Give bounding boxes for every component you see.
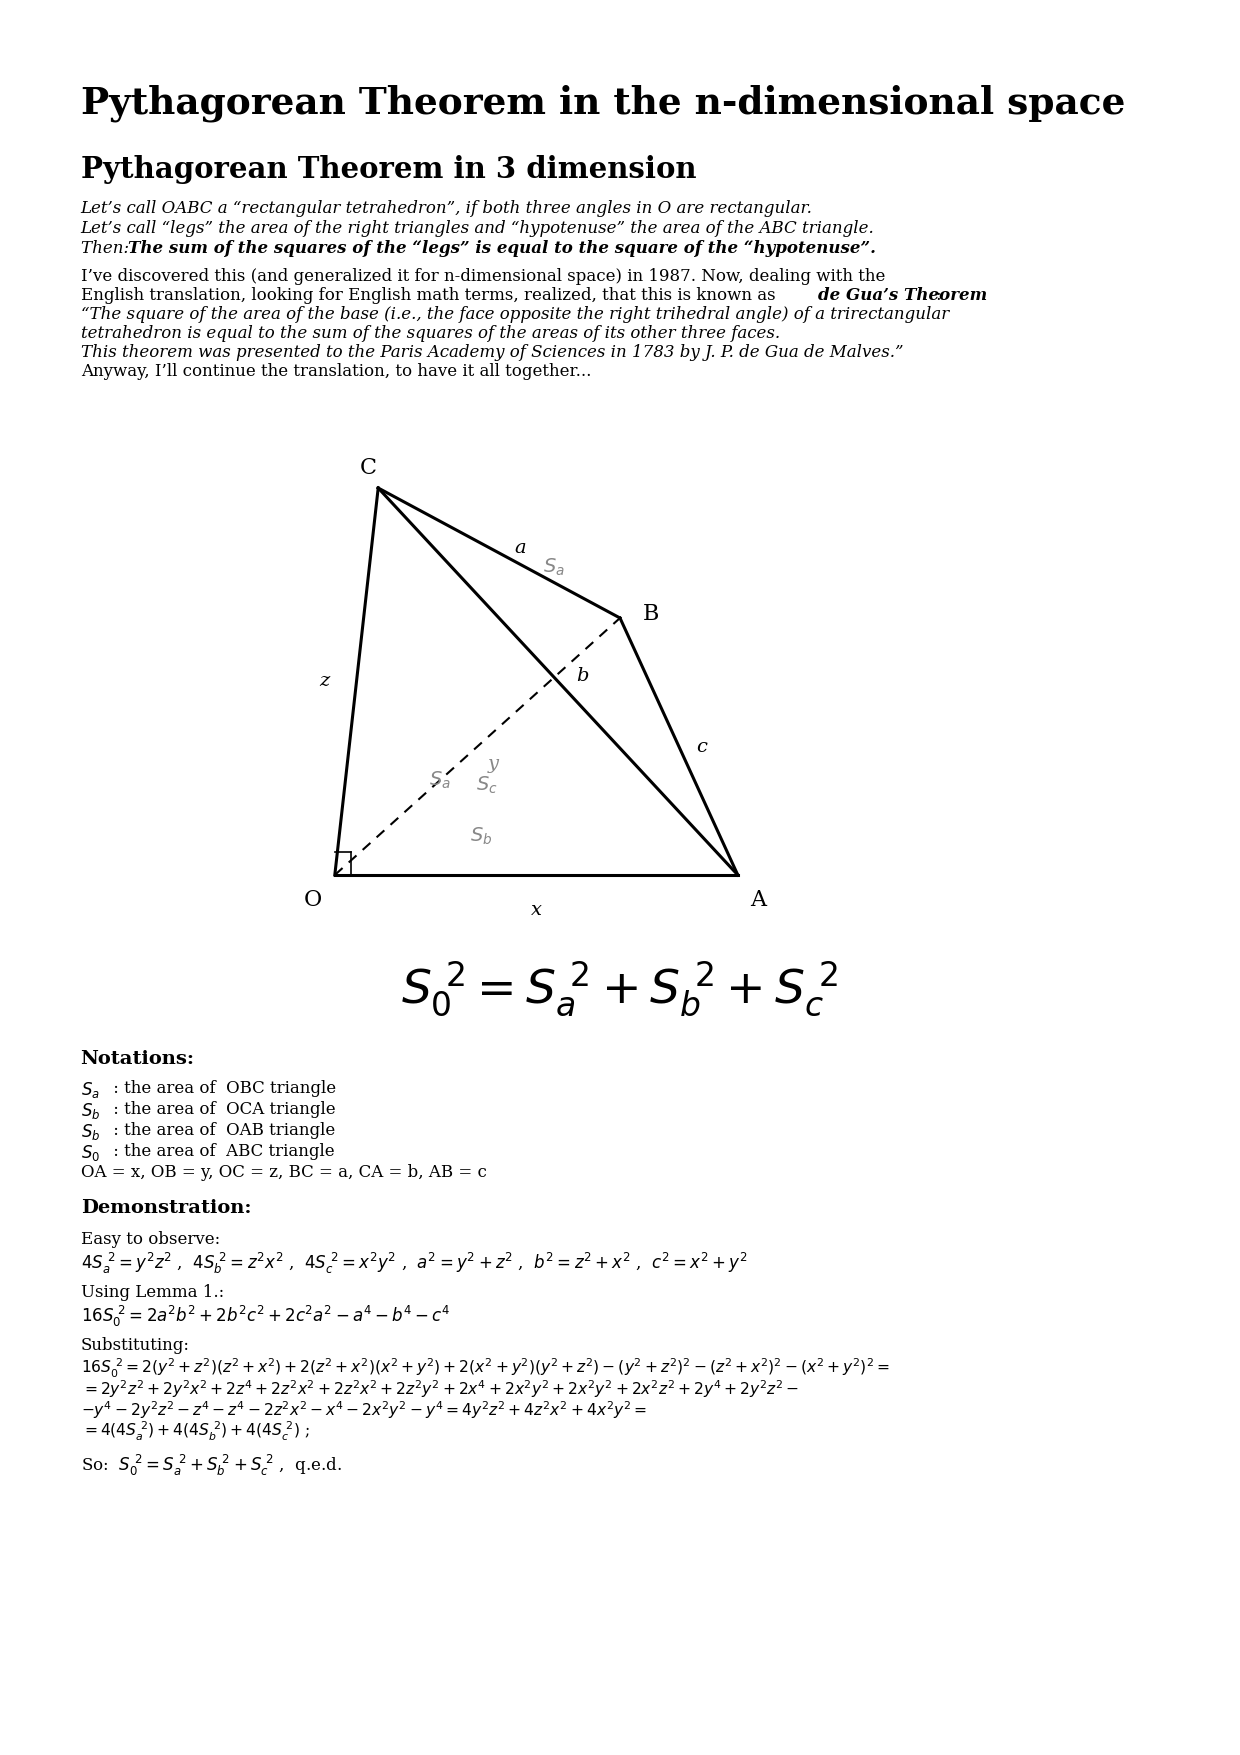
Text: z: z [319,672,329,690]
Text: : the area of  OBC triangle: : the area of OBC triangle [108,1079,336,1097]
Text: Easy to observe:: Easy to observe: [81,1230,219,1248]
Text: :: : [935,288,941,304]
Text: This theorem was presented to the Paris Academy of Sciences in 1783 by J. P. de : This theorem was presented to the Paris … [81,344,903,362]
Text: Substituting:: Substituting: [81,1337,190,1355]
Text: : the area of  OAB triangle: : the area of OAB triangle [108,1121,335,1139]
Text: A: A [750,890,765,911]
Text: C: C [360,458,377,479]
Text: Using Lemma 1.:: Using Lemma 1.: [81,1285,224,1300]
Text: $16S_0^{\ 2} = 2a^2b^2 + 2b^2c^2 + 2c^2a^2 - a^4 - b^4 - c^4$: $16S_0^{\ 2} = 2a^2b^2 + 2b^2c^2 + 2c^2a… [81,1304,450,1329]
Text: $4S_a^{\ 2}=y^2z^2$ ,  $4S_b^{\ 2}=z^2x^2$ ,  $4S_c^{\ 2}=x^2y^2$ ,  $a^2=y^2+z^: $4S_a^{\ 2}=y^2z^2$ , $4S_b^{\ 2}=z^2x^2… [81,1251,748,1276]
Text: “The square of the area of the base (i.e., the face opposite the right trihedral: “The square of the area of the base (i.e… [81,305,949,323]
Text: : the area of  ABC triangle: : the area of ABC triangle [108,1143,335,1160]
Text: b: b [577,667,589,684]
Text: $S_a$: $S_a$ [81,1079,99,1100]
Text: B: B [642,604,658,625]
Text: Let’s call OABC a “rectangular tetrahedron”, if both three angles in O are recta: Let’s call OABC a “rectangular tetrahedr… [81,200,812,218]
Text: Demonstration:: Demonstration: [81,1199,250,1216]
Text: a: a [515,539,526,556]
Text: Pythagorean Theorem in 3 dimension: Pythagorean Theorem in 3 dimension [81,154,696,184]
Text: x: x [531,902,542,920]
Text: $S_a$: $S_a$ [543,556,565,577]
Text: The sum of the squares of the “legs” is equal to the square of the “hypotenuse”.: The sum of the squares of the “legs” is … [128,240,875,256]
Text: de Gua’s Theorem: de Gua’s Theorem [818,288,987,304]
Text: $S_0$: $S_0$ [81,1143,99,1164]
Text: $S_0^{\ 2}=S_a^{\ 2}+S_b^{\ 2}+S_c^{\ 2}$: $S_0^{\ 2}=S_a^{\ 2}+S_b^{\ 2}+S_c^{\ 2}… [402,960,838,1020]
Text: $= 2y^2z^2 + 2y^2x^2 +2z^4 + 2z^2x^2 + 2z^2x^2 + 2z^2y^2 + 2x^4 + 2x^2y^2 + 2x^2: $= 2y^2z^2 + 2y^2x^2 +2z^4 + 2z^2x^2 + 2… [81,1378,799,1400]
Text: OA = x, OB = y, OC = z, BC = a, CA = b, AB = c: OA = x, OB = y, OC = z, BC = a, CA = b, … [81,1164,486,1181]
Text: $16S_0^{\ 2} = 2(y^2+z^2)(z^2+x^2) + 2(z^2+x^2)(x^2+y^2) + 2(x^2+y^2)(y^2+z^2) -: $16S_0^{\ 2} = 2(y^2+z^2)(z^2+x^2) + 2(z… [81,1357,889,1379]
Text: Let’s call “legs” the area of the right triangles and “hypotenuse” the area of t: Let’s call “legs” the area of the right … [81,219,874,237]
Text: : the area of  OCA triangle: : the area of OCA triangle [108,1100,336,1118]
Text: y: y [487,755,498,772]
Text: $S_b$: $S_b$ [81,1121,100,1143]
Text: I’ve discovered this (and generalized it for n-dimensional space) in 1987. Now, : I’ve discovered this (and generalized it… [81,269,885,284]
Text: Then:: Then: [81,240,134,256]
Text: $= 4(4S_a^{\ 2}) + 4(4S_b^{\ 2}) + 4(4S_c^{\ 2})$ ;: $= 4(4S_a^{\ 2}) + 4(4S_b^{\ 2}) + 4(4S_… [81,1420,309,1443]
Text: $S_c$: $S_c$ [476,774,498,795]
Text: Notations:: Notations: [81,1049,195,1069]
Text: c: c [697,737,707,755]
Text: $S_b$: $S_b$ [81,1100,100,1121]
Text: $- y^4 - 2y^2z^2 - z^4 - z^4 - 2z^2x^2 - x^4 - 2x^2y^2 - y^4 = 4y^2z^2 + 4z^2x^2: $- y^4 - 2y^2z^2 - z^4 - z^4 - 2z^2x^2 -… [81,1399,646,1422]
Text: Pythagorean Theorem in the n-dimensional space: Pythagorean Theorem in the n-dimensional… [81,84,1125,123]
Text: $S_b$: $S_b$ [470,825,492,846]
Text: English translation, looking for English math terms, realized, that this is know: English translation, looking for English… [81,288,780,304]
Text: tetrahedron is equal to the sum of the squares of the areas of its other three f: tetrahedron is equal to the sum of the s… [81,325,780,342]
Text: $S_a$: $S_a$ [429,769,451,792]
Text: O: O [304,890,321,911]
Text: Anyway, I’ll continue the translation, to have it all together...: Anyway, I’ll continue the translation, t… [81,363,591,381]
Text: So:  $S_0^{\ 2} = S_a^{\ 2} + S_b^{\ 2} + S_c^{\ 2}$ ,  q.e.d.: So: $S_0^{\ 2} = S_a^{\ 2} + S_b^{\ 2} +… [81,1453,342,1478]
